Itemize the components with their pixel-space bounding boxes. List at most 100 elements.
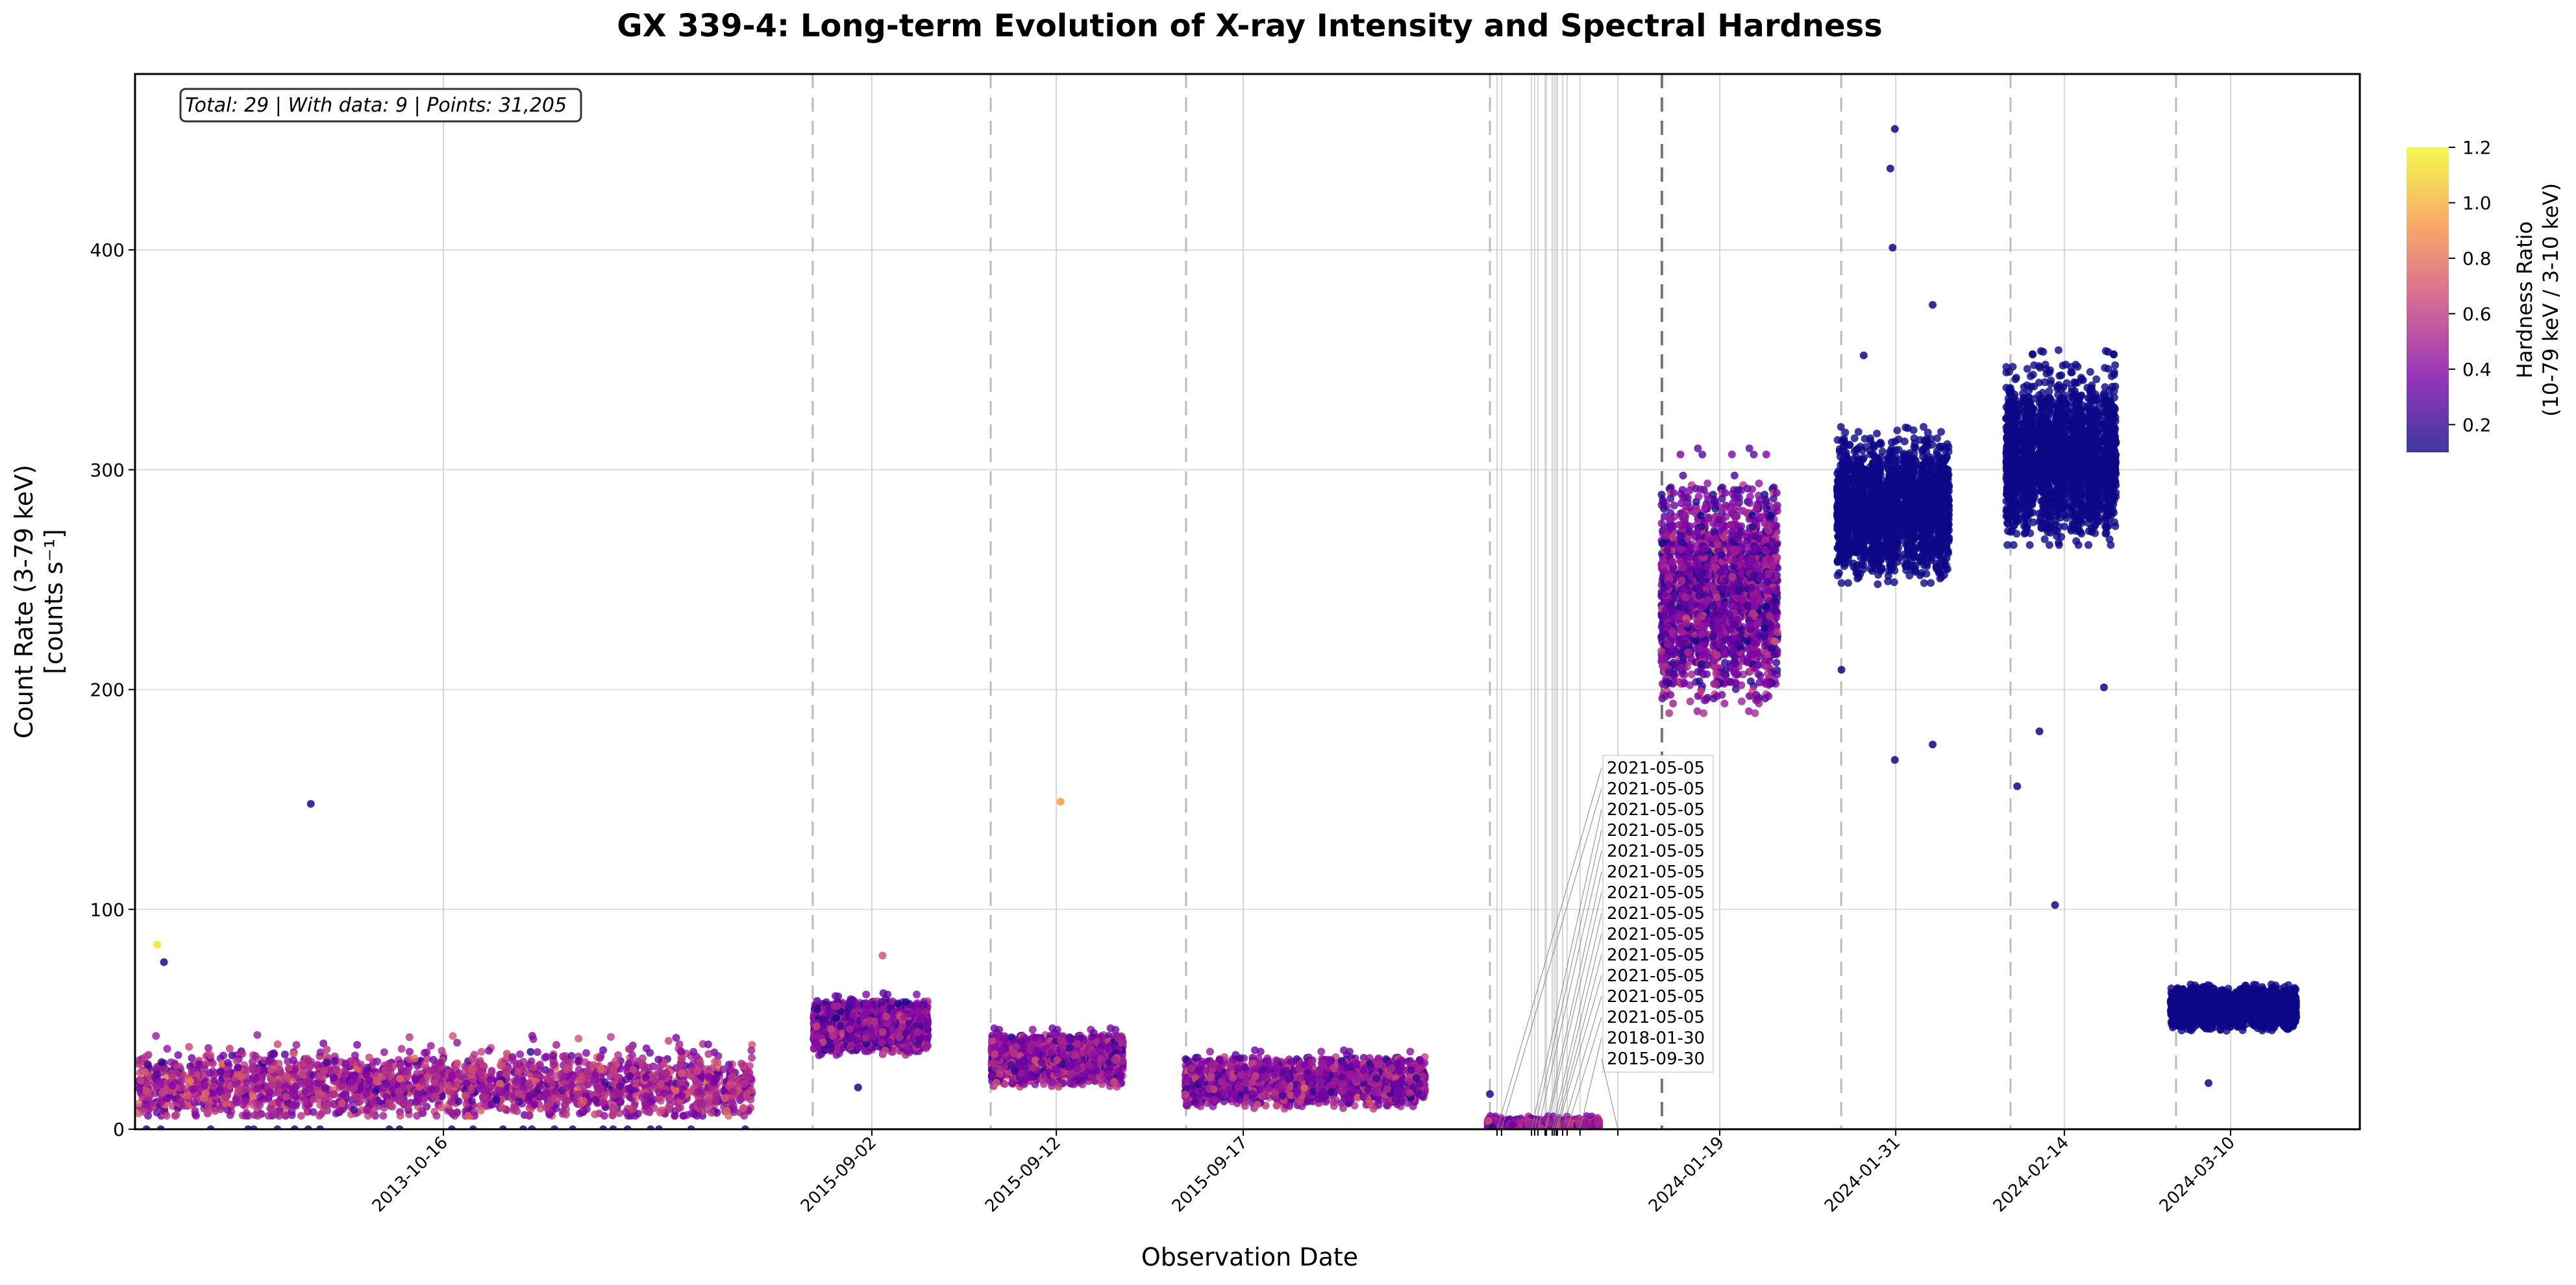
data-point — [575, 1034, 583, 1043]
data-point — [894, 999, 902, 1008]
data-point — [689, 1059, 697, 1068]
data-point — [596, 1054, 604, 1062]
data-point — [467, 1097, 476, 1105]
data-point — [379, 1112, 388, 1120]
data-point — [542, 1053, 551, 1061]
data-point — [832, 1014, 841, 1022]
data-point — [599, 1098, 607, 1107]
data-point — [712, 1091, 721, 1099]
data-point — [664, 1036, 673, 1045]
data-point — [847, 1043, 855, 1051]
data-point — [463, 1079, 471, 1088]
data-point — [177, 1097, 185, 1105]
data-point — [884, 990, 892, 999]
data-point — [676, 1062, 684, 1070]
data-point — [421, 1060, 429, 1068]
data-point — [380, 1048, 388, 1057]
data-point — [494, 1086, 502, 1095]
data-point — [748, 1053, 756, 1062]
data-point — [432, 1112, 441, 1120]
data-point — [237, 1072, 245, 1081]
data-point — [826, 1045, 835, 1053]
data-point — [525, 1079, 533, 1088]
data-point — [282, 1093, 290, 1101]
data-point — [254, 1084, 262, 1092]
data-point — [157, 1058, 166, 1066]
data-point — [152, 1032, 160, 1040]
data-point — [221, 1093, 230, 1101]
data-point — [656, 1080, 665, 1088]
data-point — [135, 1109, 143, 1118]
data-point — [204, 1044, 212, 1052]
data-point — [662, 1069, 670, 1077]
data-point — [574, 1057, 582, 1065]
data-point — [172, 1110, 180, 1119]
data-point — [580, 1097, 588, 1105]
data-point — [332, 1066, 340, 1074]
data-point — [467, 1066, 476, 1074]
data-point — [177, 1083, 186, 1092]
data-point — [486, 1075, 495, 1084]
data-point — [290, 1050, 298, 1058]
data-point — [400, 1100, 408, 1108]
data-point — [498, 1103, 506, 1112]
data-point — [256, 1101, 264, 1110]
data-point — [162, 1112, 171, 1120]
data-point — [317, 1110, 326, 1118]
outlier-point — [306, 800, 315, 808]
data-point — [405, 1033, 414, 1042]
data-point — [881, 1046, 889, 1055]
data-point — [292, 1041, 301, 1049]
data-point — [251, 1111, 259, 1120]
data-point — [242, 1084, 250, 1093]
data-point — [153, 1108, 161, 1117]
data-point — [573, 1090, 582, 1098]
data-point — [552, 1041, 560, 1049]
data-point — [577, 1073, 586, 1081]
data-point — [898, 1022, 907, 1031]
data-point — [747, 1046, 756, 1055]
data-point — [145, 1093, 154, 1101]
data-point — [232, 1057, 241, 1065]
data-point — [444, 1081, 452, 1090]
data-point — [242, 1112, 251, 1120]
data-point — [615, 1090, 624, 1097]
data-point — [514, 1078, 522, 1086]
data-point — [285, 1064, 293, 1072]
data-point — [812, 1030, 821, 1038]
data-point — [530, 1100, 538, 1108]
data-point — [365, 1053, 373, 1062]
data-point — [430, 1065, 438, 1073]
data-point — [452, 1109, 461, 1117]
data-point — [877, 997, 886, 1006]
data-point — [412, 1076, 419, 1084]
data-point — [396, 1112, 404, 1120]
data-point — [143, 1060, 152, 1068]
data-point — [153, 1070, 161, 1079]
data-point — [427, 1042, 435, 1050]
data-point — [671, 1112, 679, 1120]
data-point — [141, 1068, 149, 1076]
data-point — [250, 1092, 258, 1101]
data-point — [138, 1094, 147, 1102]
outlier-point — [160, 958, 168, 966]
data-point — [693, 1112, 701, 1120]
data-point — [242, 1096, 249, 1105]
data-point — [136, 1077, 144, 1085]
data-point — [448, 1071, 456, 1080]
data-point — [284, 1073, 291, 1082]
data-point — [340, 1090, 348, 1099]
data-point — [597, 1065, 605, 1073]
data-point — [461, 1091, 469, 1099]
data-point — [267, 1080, 276, 1088]
data-point — [221, 1099, 229, 1108]
data-point — [641, 1073, 650, 1082]
data-point — [678, 1070, 686, 1078]
data-point — [830, 1002, 839, 1010]
data-point — [142, 1087, 151, 1095]
data-point — [640, 1062, 648, 1071]
data-point — [251, 1052, 260, 1060]
data-point — [323, 1046, 331, 1053]
data-point — [606, 1099, 615, 1107]
data-point — [429, 1056, 438, 1064]
